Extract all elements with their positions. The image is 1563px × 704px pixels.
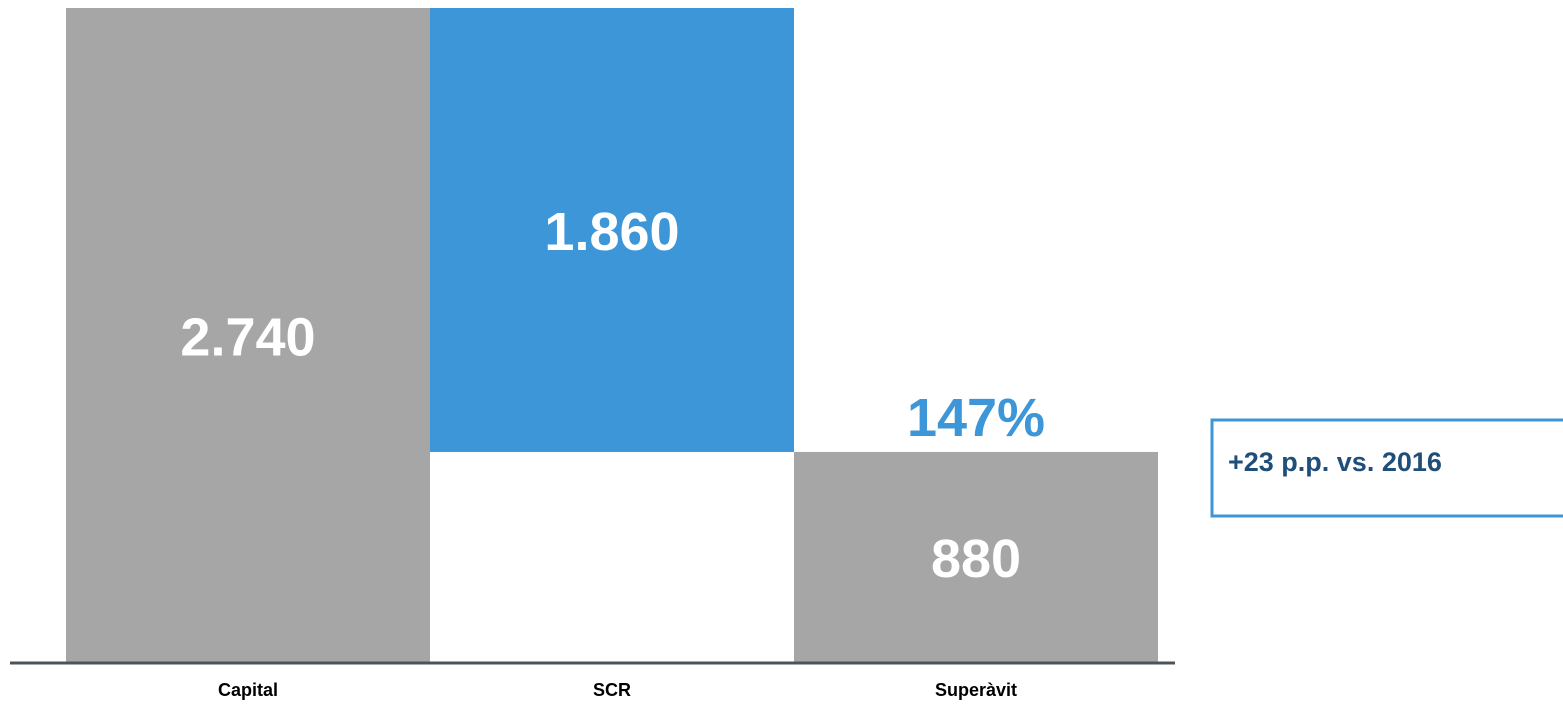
bar [430,8,794,452]
value-label: 880 [931,529,1021,589]
bar [794,451,1158,662]
annotation-box [1210,418,1563,518]
value-label: 1.860 [544,202,679,262]
annotation: 147% [907,388,1045,448]
bar [66,8,430,662]
annotation: +23 p.p. vs. 2016 [1228,447,1442,477]
x-tick-label: SCR [593,680,631,700]
value-label: 2.740 [180,307,315,367]
x-tick-label: Capital [218,680,278,700]
x-tick-label: Superàvit [935,680,1017,700]
